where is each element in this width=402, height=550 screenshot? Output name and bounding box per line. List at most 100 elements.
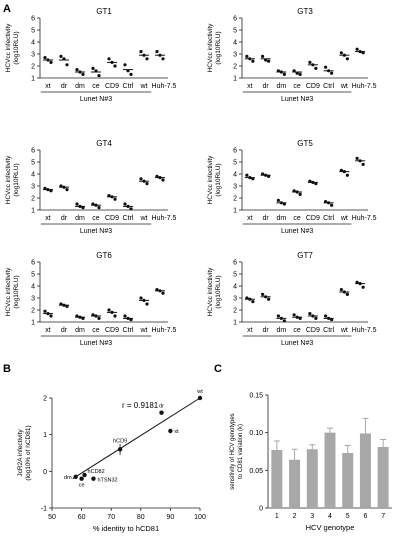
y-axis-label: HCVcc infectivity <box>5 155 12 205</box>
data-point <box>91 476 96 481</box>
data-point <box>81 72 85 76</box>
data-point <box>159 410 164 415</box>
y-tick-label: 3 <box>233 52 237 59</box>
y-axis-label: HCVcc infectivity <box>207 155 214 205</box>
bar <box>342 453 354 508</box>
y-tick-label: -1 <box>41 506 47 513</box>
data-point <box>168 428 173 434</box>
data-point <box>49 60 53 64</box>
y-tick-label: 5 <box>31 160 35 167</box>
x-tick-label: xt <box>247 215 253 222</box>
x-tick-label: Ctrl <box>123 215 134 222</box>
x-tick-label: Huh-7.5 <box>152 327 177 334</box>
point-label: hTSN32 <box>97 478 117 484</box>
data-point <box>49 314 53 318</box>
y-tick-label: 1 <box>233 76 237 83</box>
x-tick-label: 60 <box>78 514 86 521</box>
y-tick-label: 2 <box>31 64 35 71</box>
y-tick-label: 1 <box>233 320 237 327</box>
data-point <box>345 292 349 296</box>
point-label: dm <box>64 475 72 481</box>
y-tick-label: 3 <box>233 184 237 191</box>
y-tick-label: 2 <box>43 396 47 403</box>
data-point <box>298 192 302 196</box>
data-point <box>139 50 143 54</box>
y-tick-label: 3 <box>233 296 237 303</box>
dot-plot-gt4: GT4 1 2 3 4 5 6 HCVcc infectivity (log10RLU) xt dr… <box>5 139 177 235</box>
y-tick-label: 5 <box>31 28 35 35</box>
chart-title: GT6 <box>96 251 112 260</box>
group-label: Lunet N#3 <box>281 340 313 347</box>
x-tick-label: wt <box>340 83 348 90</box>
bar <box>377 446 389 508</box>
x-tick-label: dr <box>61 327 68 334</box>
x-tick-label: dm <box>75 215 85 222</box>
group-label: Lunet N#3 <box>80 340 112 347</box>
x-tick-label: 4 <box>328 513 332 520</box>
x-tick-label: dr <box>263 215 270 222</box>
data-point <box>75 68 79 72</box>
x-tick-label: 50 <box>48 514 56 521</box>
data-point <box>75 202 79 206</box>
data-point <box>197 395 203 401</box>
x-tick-label: wt <box>340 327 348 334</box>
y-tick-label: 0.10 <box>249 430 263 437</box>
y-tick-label: 6 <box>233 148 237 155</box>
data-point <box>314 66 318 70</box>
y-tick-label: 1 <box>233 208 237 215</box>
x-tick-label: xt <box>247 327 253 334</box>
y-tick-label: 6 <box>233 16 237 23</box>
point-label: hCD9 <box>113 438 127 444</box>
x-tick-label: wt <box>340 215 348 222</box>
data-point <box>324 65 328 69</box>
x-tick-label: Ctrl <box>323 327 334 334</box>
data-point <box>298 72 302 76</box>
data-point <box>251 300 255 304</box>
data-point <box>155 50 159 54</box>
data-point <box>73 474 78 480</box>
data-point <box>292 313 296 317</box>
data-point <box>123 63 127 67</box>
dot-plot-gt7: GT7 1 2 3 4 5 6 HCVcc infectivity (log10RLU) xt dr… <box>207 251 377 347</box>
x-axis-label: HCV genotype <box>306 523 355 532</box>
y-axis-label-units: to CD81 variation (k) <box>238 424 244 479</box>
x-tick-label: 90 <box>167 514 175 521</box>
data-point <box>145 57 149 61</box>
x-axis-label: % identity to hCD81 <box>93 524 159 533</box>
y-axis-label: JcR2A infectivity <box>17 429 24 477</box>
bar <box>271 449 283 508</box>
data-point <box>145 302 149 306</box>
y-tick-label: 1 <box>31 208 35 215</box>
y-tick-label: 3 <box>31 52 35 59</box>
y-tick-label: 4 <box>31 284 35 291</box>
data-point <box>339 288 343 292</box>
x-tick-label: xt <box>45 327 51 334</box>
data-point <box>330 203 334 207</box>
data-point <box>97 316 101 320</box>
y-tick-label: 1 <box>31 320 35 327</box>
data-point <box>324 314 328 318</box>
point-label: hCD82 <box>88 469 105 475</box>
y-tick-label: 5 <box>233 160 237 167</box>
y-tick-label: 0.05 <box>249 468 263 475</box>
data-point <box>245 173 249 177</box>
x-tick-label: Huh-7.5 <box>352 215 377 222</box>
x-tick-label: 6 <box>363 513 367 520</box>
point-label: ce <box>79 483 85 489</box>
y-axis-label: HCVcc infectivity <box>5 23 12 73</box>
y-tick-label: 5 <box>233 28 237 35</box>
data-point <box>82 472 87 478</box>
y-tick-label: 0.15 <box>249 393 263 400</box>
y-tick-label: 4 <box>233 172 237 179</box>
data-point <box>261 54 265 59</box>
y-tick-label: 5 <box>31 272 35 279</box>
x-tick-label: ce <box>92 215 100 222</box>
data-point <box>113 64 117 68</box>
chart-title: GT3 <box>297 7 313 16</box>
x-tick-label: xt <box>45 83 51 90</box>
x-tick-label: ce <box>293 215 301 222</box>
group-label: Lunet N#3 <box>281 96 313 103</box>
x-tick-label: 5 <box>346 513 350 520</box>
x-tick-label: 1 <box>275 513 279 520</box>
